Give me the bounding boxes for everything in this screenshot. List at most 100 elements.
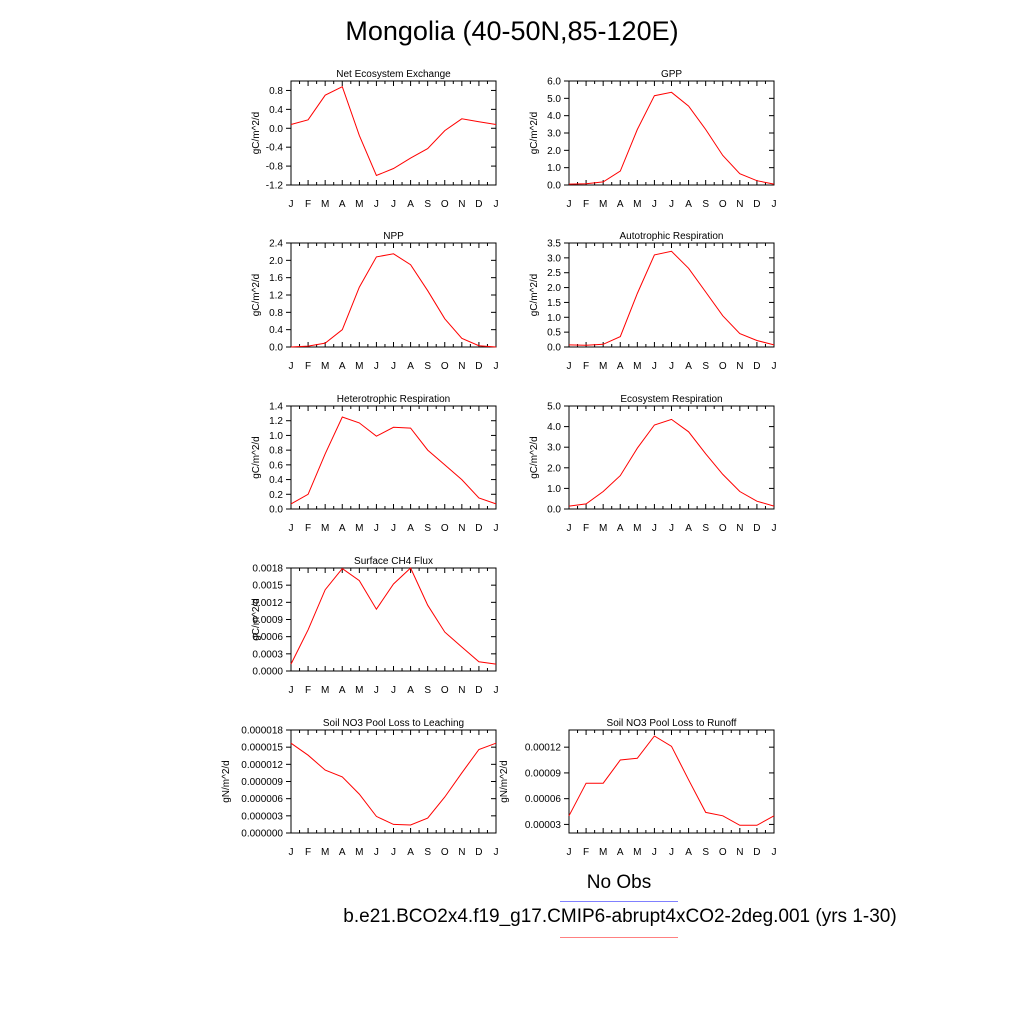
- y-tick-label: 3.0: [547, 443, 561, 454]
- plot-frame: [290, 405, 497, 510]
- plot-frame: [568, 80, 775, 186]
- x-tick-label: J: [494, 685, 499, 696]
- x-tick-label: M: [321, 199, 329, 210]
- x-tick-label: M: [355, 847, 363, 858]
- x-tick-label: A: [685, 523, 692, 534]
- y-tick-label: 2.0: [269, 256, 283, 267]
- x-tick-label: S: [702, 361, 709, 372]
- y-tick-label: 4.0: [547, 111, 561, 122]
- x-tick-label: A: [407, 685, 414, 696]
- series-line: [290, 742, 497, 826]
- x-tick-label: F: [305, 847, 311, 858]
- y-tick-label: 1.0: [547, 484, 561, 495]
- y-tick-label: 0.4: [269, 105, 283, 116]
- x-tick-label: S: [424, 523, 431, 534]
- x-tick-label: J: [567, 523, 572, 534]
- y-tick-label: 1.0: [547, 163, 561, 174]
- x-tick-label: F: [305, 523, 311, 534]
- panel-title: Surface CH4 Flux: [354, 556, 433, 567]
- y-tick-label: 1.0: [547, 313, 561, 324]
- y-tick-label: 5.0: [547, 402, 561, 413]
- x-tick-label: J: [391, 685, 396, 696]
- y-tick-label: 0.0015: [252, 581, 283, 592]
- x-tick-label: S: [702, 523, 709, 534]
- y-tick-label: 2.0: [547, 463, 561, 474]
- y-tick-label: -1.2: [266, 181, 284, 192]
- series-line: [290, 85, 497, 177]
- x-tick-label: D: [753, 361, 760, 372]
- y-tick-label: -0.4: [266, 143, 284, 154]
- legend-model-line: [560, 937, 678, 938]
- x-tick-label: N: [458, 523, 465, 534]
- x-tick-label: D: [753, 847, 760, 858]
- x-tick-label: M: [355, 361, 363, 372]
- y-tick-label: 0.00003: [525, 820, 562, 831]
- x-tick-label: F: [583, 523, 589, 534]
- plot-frame: [290, 80, 497, 186]
- x-tick-label: J: [669, 523, 674, 534]
- series-line: [568, 91, 775, 185]
- x-tick-label: A: [407, 199, 414, 210]
- x-tick-label: S: [424, 361, 431, 372]
- series-line: [568, 418, 775, 507]
- x-tick-label: N: [736, 361, 743, 372]
- y-tick-label: 1.2: [269, 416, 283, 427]
- legend-obs-line: [560, 901, 678, 902]
- x-tick-label: M: [633, 199, 641, 210]
- x-tick-label: J: [669, 847, 674, 858]
- x-tick-label: O: [719, 847, 727, 858]
- y-tick-label: 1.5: [547, 298, 561, 309]
- y-tick-label: 2.0: [547, 146, 561, 157]
- y-tick-label: 0.0: [547, 505, 561, 516]
- y-axis-label: gC/m^2/d: [251, 274, 262, 317]
- y-tick-label: 0.0: [269, 343, 283, 354]
- x-tick-label: J: [391, 523, 396, 534]
- x-tick-label: J: [772, 847, 777, 858]
- y-tick-label: 4.0: [547, 422, 561, 433]
- x-tick-label: J: [289, 523, 294, 534]
- y-tick-label: 0.000003: [241, 811, 283, 822]
- y-tick-label: 0.000012: [241, 760, 283, 771]
- y-tick-label: 0.00009: [525, 768, 562, 779]
- y-tick-label: 0.0012: [252, 598, 283, 609]
- x-tick-label: D: [475, 361, 482, 372]
- panel-title: GPP: [661, 69, 682, 80]
- panel-title: Soil NO3 Pool Loss to Leaching: [323, 718, 464, 729]
- y-tick-label: 0.000006: [241, 794, 283, 805]
- x-tick-label: J: [374, 361, 379, 372]
- x-tick-label: N: [736, 199, 743, 210]
- y-tick-label: 0.000018: [241, 726, 283, 737]
- x-tick-label: M: [321, 847, 329, 858]
- x-tick-label: J: [289, 199, 294, 210]
- plot-frame: [568, 729, 775, 834]
- y-tick-label: 0.2: [269, 490, 283, 501]
- y-tick-label: 0.000009: [241, 777, 283, 788]
- y-tick-label: 6.0: [547, 77, 561, 88]
- x-tick-label: M: [321, 523, 329, 534]
- x-tick-label: A: [617, 523, 624, 534]
- x-tick-label: A: [685, 199, 692, 210]
- y-axis-label: gN/m^2/d: [499, 760, 510, 803]
- x-tick-label: A: [339, 685, 346, 696]
- y-tick-label: 1.0: [269, 431, 283, 442]
- y-tick-label: 1.4: [269, 402, 283, 413]
- y-tick-label: 0.0: [547, 181, 561, 192]
- plot-frame: [290, 729, 497, 834]
- y-tick-label: 0.5: [547, 328, 561, 339]
- x-tick-label: M: [599, 523, 607, 534]
- x-tick-label: J: [652, 847, 657, 858]
- x-tick-label: J: [494, 361, 499, 372]
- panel-title: Net Ecosystem Exchange: [336, 69, 451, 80]
- x-tick-label: D: [475, 523, 482, 534]
- x-tick-label: N: [736, 523, 743, 534]
- y-tick-label: 0.6: [269, 460, 283, 471]
- series-line: [290, 567, 497, 665]
- y-tick-label: 0.0006: [252, 632, 283, 643]
- x-tick-label: J: [494, 847, 499, 858]
- x-tick-label: O: [441, 685, 449, 696]
